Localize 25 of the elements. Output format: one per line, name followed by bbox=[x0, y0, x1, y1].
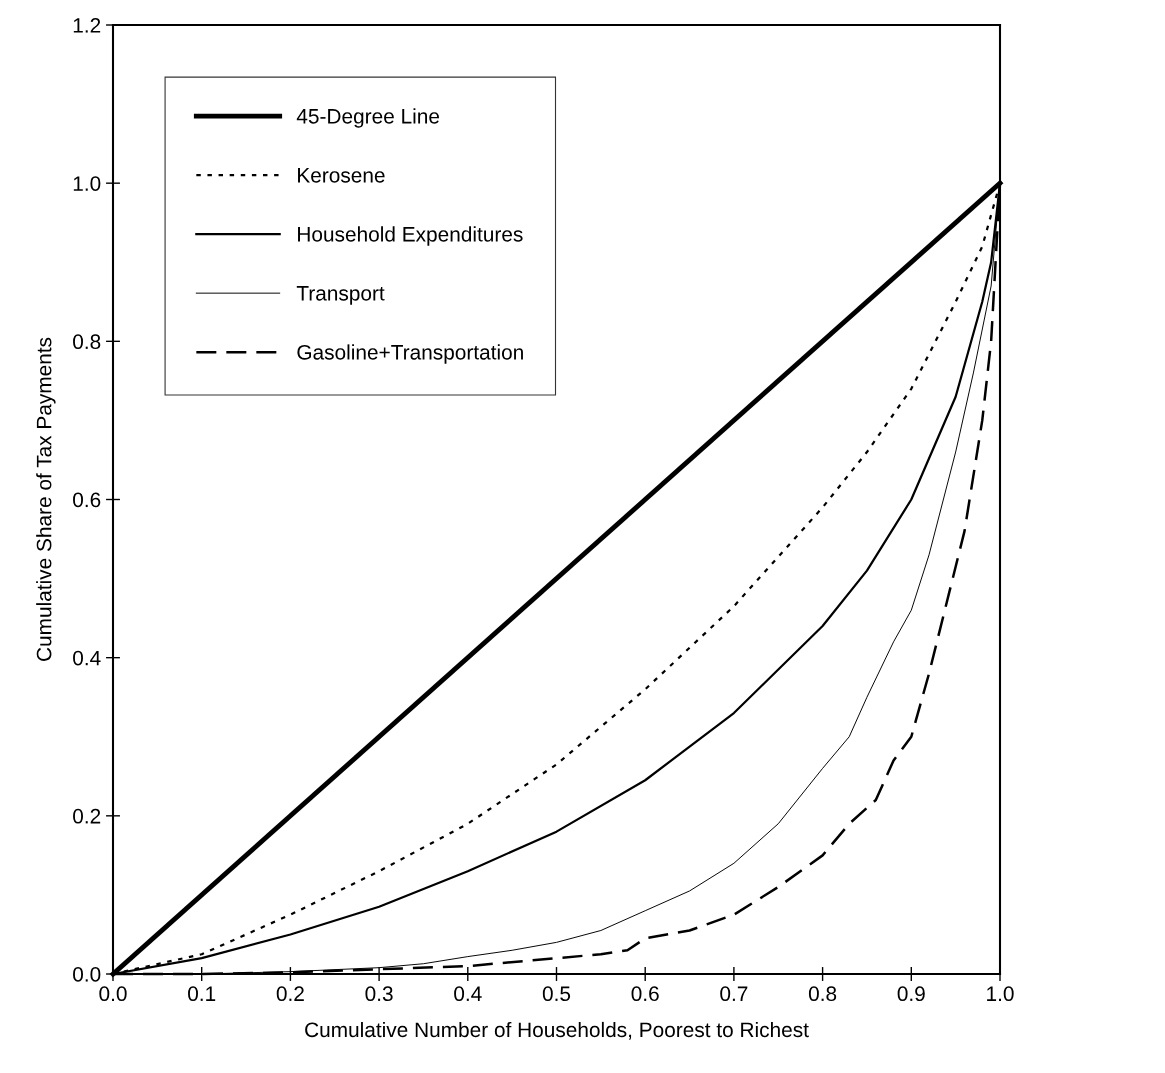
x-tick-label: 0.5 bbox=[542, 986, 571, 1002]
x-tick-label: 0.2 bbox=[276, 986, 304, 1002]
y-tick-label: 0.4 bbox=[73, 650, 101, 666]
legend-label: Gasoline+Transportation bbox=[297, 344, 523, 364]
x-tick-label: 0.9 bbox=[897, 986, 925, 1002]
x-tick-label: 0.4 bbox=[454, 986, 482, 1002]
x-tick-label: 0.6 bbox=[631, 986, 659, 1002]
y-tick-label: 0.6 bbox=[73, 492, 101, 508]
x-tick-label: 0.8 bbox=[808, 986, 837, 1002]
x-tick-label: 0.7 bbox=[720, 986, 748, 1002]
x-axis-title: Cumulative Number of Households, Poorest to Richest bbox=[305, 1021, 809, 1040]
y-tick-label: 1.2 bbox=[73, 18, 101, 33]
x-tick-label: 0.3 bbox=[365, 986, 393, 1002]
y-tick-label: 0.2 bbox=[73, 808, 101, 824]
x-tick-label: 0.1 bbox=[188, 986, 216, 1002]
legend-label: 45-Degree Line bbox=[296, 108, 440, 128]
legend-label: Transport bbox=[296, 286, 385, 305]
x-tick-label: 0.0 bbox=[99, 986, 127, 1002]
x-tick-label: 1.0 bbox=[987, 986, 1014, 1002]
y-tick-label: 1.0 bbox=[73, 176, 101, 191]
legend-label: Kerosene bbox=[298, 168, 385, 183]
y-axis-title: Cumulative Share of Tax Payments bbox=[36, 337, 56, 661]
y-tick-label: 0.0 bbox=[73, 967, 101, 982]
legend-label: Household Expenditures bbox=[298, 226, 523, 246]
y-tick-label: 0.8 bbox=[73, 334, 101, 350]
